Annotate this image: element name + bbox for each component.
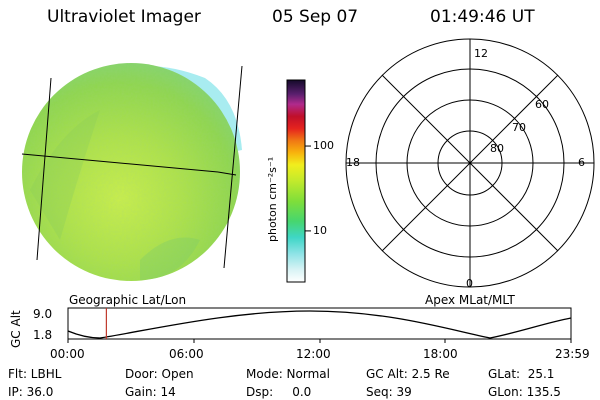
colorbar-tick-label-10: 10 [313,223,327,237]
info-glat: GLat: 25.1 [488,367,555,381]
geo-grid-lines [21,65,243,269]
info-glon: GLon: 135.5 [488,385,561,399]
timeline-tick-1800: 18:00 [423,347,458,361]
polar-label-mlt-6: 6 [578,156,585,169]
info-ip: IP: 36.0 [8,385,54,399]
timeline-tick-1200: 12:00 [296,347,331,361]
polar-plot [345,38,595,288]
timeline-tick-2359: 23:59 [555,347,590,361]
observation-time: 01:49:46 UT [430,7,535,27]
polar-label-mlat-70: 70 [512,121,526,134]
polar-view-label: Apex MLat/MLT [425,293,515,307]
colorbar [286,79,311,283]
info-filter: Flt: LBHL [8,367,62,381]
colorbar-unit-label: photon cm⁻²s⁻¹ [266,156,279,242]
info-seq: Seq: 39 [366,385,412,399]
info-mode: Mode: Normal [246,367,330,381]
polar-label-mlt-18: 18 [346,156,360,169]
colorbar-tick-label-100: 100 [313,139,334,153]
timeline-y-tick-max: 9.0 [33,307,53,321]
polar-diagonal [381,74,559,252]
info-gc-alt: GC Alt: 2.5 Re [366,367,450,381]
altitude-curve [67,310,572,339]
polar-label-mlat-60: 60 [535,98,549,111]
altitude-timeline [67,307,572,343]
polar-label-mlt-0: 0 [466,277,473,290]
info-gain: Gain: 14 [125,385,176,399]
timeline-frame [67,307,572,340]
polar-label-mlat-80: 80 [490,142,504,155]
info-door: Door: Open [125,367,194,381]
instrument-title: Ultraviolet Imager [47,7,201,27]
geo-view-label: Geographic Lat/Lon [69,293,187,307]
earth-disk [22,63,242,281]
timeline-tick-0000: 00:00 [50,347,85,361]
observation-date: 05 Sep 07 [272,7,359,27]
timeline-y-tick-min: 1.8 [33,328,53,342]
info-dsp: Dsp: 0.0 [246,385,312,399]
timeline-tick-0600: 06:00 [169,347,204,361]
polar-label-mlt-12: 12 [474,47,488,60]
timeline-axis-label: GC Alt [9,310,23,348]
